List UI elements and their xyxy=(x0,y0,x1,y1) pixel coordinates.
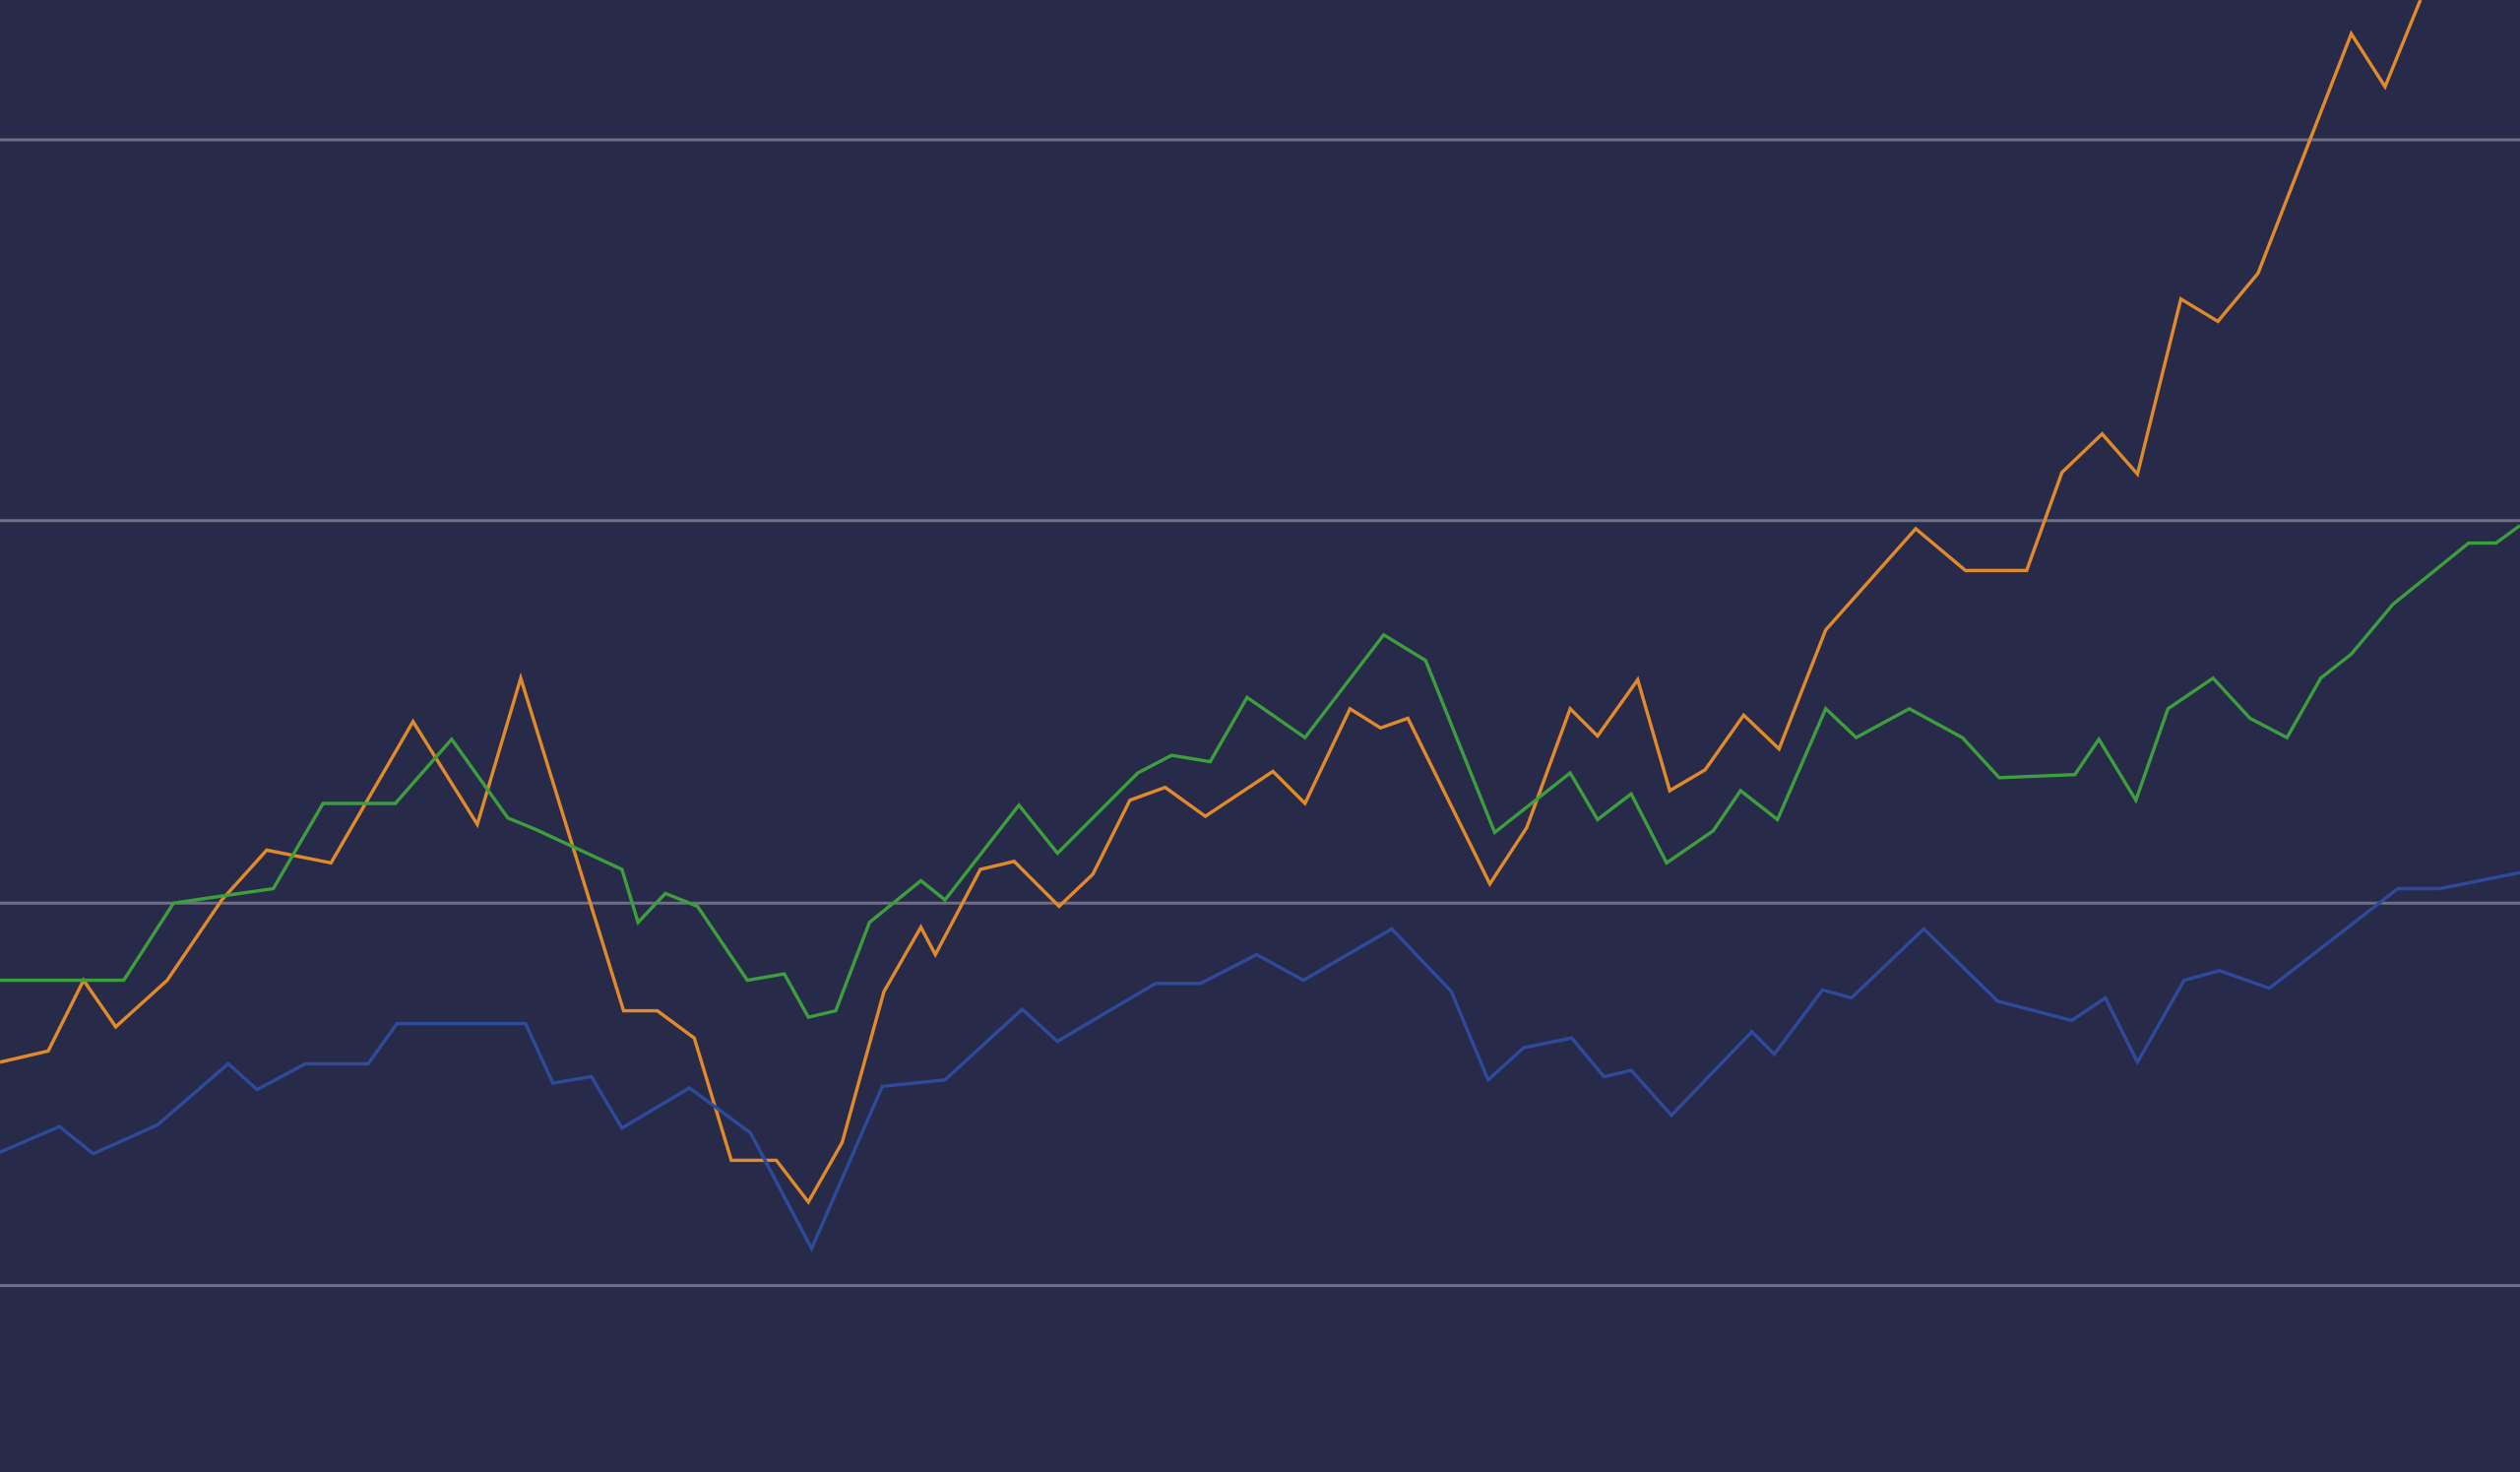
series-line xyxy=(0,870,2520,1253)
series-line xyxy=(0,524,2520,1020)
series-line xyxy=(0,0,2423,1205)
